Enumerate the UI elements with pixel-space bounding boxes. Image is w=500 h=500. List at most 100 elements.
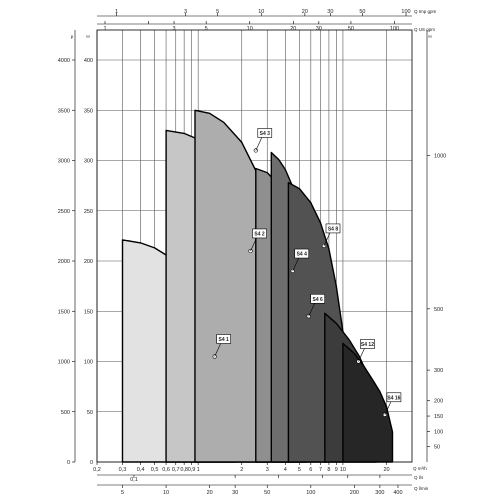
series-callout-dot	[306, 314, 311, 319]
y-m-tick-label: 0	[90, 460, 93, 466]
x-tick-label: 10	[340, 467, 346, 473]
y-ft-tick-label: 200	[434, 399, 443, 405]
y-m-tick-label: 350	[84, 108, 93, 114]
secondary-axis-tick-label: 30	[316, 26, 322, 32]
x-tick-label: 0,2	[93, 467, 101, 473]
y-kpa-tick-label: 500	[61, 410, 70, 416]
series-label-box	[216, 334, 231, 344]
y-m-tick-label: 100	[84, 360, 93, 366]
y-kpa-tick-label: 4000	[58, 58, 70, 64]
y-kpa-tick-label: 0	[67, 460, 70, 466]
series-callout-dot	[212, 354, 217, 359]
x-tick-label: 7	[319, 467, 322, 473]
x-tick-label: 0,9	[188, 467, 196, 473]
x-axis-unit: Q m³/h	[413, 466, 427, 471]
series-callout-leader	[250, 237, 257, 252]
x-tick-label: 0,7	[172, 467, 180, 473]
secondary-axis-tick-label: 5	[121, 490, 124, 496]
series-callout-leader	[308, 303, 315, 317]
series-label: S4 1	[219, 337, 230, 343]
secondary-axis-tick-label: 30	[232, 490, 238, 496]
y-ft-tick-label: 50	[434, 445, 440, 451]
y-kpa-tick-label: 3000	[58, 159, 70, 165]
y-ft-tick-label: 150	[434, 414, 443, 420]
secondary-axis-tick-label: 1	[115, 9, 118, 15]
secondary-axis-unit: Q US gpm	[414, 27, 435, 32]
secondary-axis-tick-label: 0,1	[130, 477, 138, 483]
x-tick-label: 4	[284, 467, 287, 473]
x-tick-label: 6	[309, 467, 312, 473]
series-areas	[121, 109, 394, 463]
plot-frame	[96, 29, 413, 463]
secondary-axis-tick-label: 50	[359, 9, 365, 15]
y-m-tick-label: 50	[87, 410, 93, 416]
x-tick-label: 0,3	[119, 467, 127, 473]
secondary-axis-tick-label: 100	[401, 9, 410, 15]
y-ft-tick-label: 300	[434, 368, 443, 374]
y-m-tick-label: 150	[84, 309, 93, 315]
secondary-axis-unit: Q l/s	[414, 475, 424, 480]
x-tick-label: 0,4	[137, 467, 145, 473]
x-tick-label: 3	[266, 467, 269, 473]
secondary-axis-tick-label: 400	[393, 490, 402, 496]
x-tick-label: 2	[240, 467, 243, 473]
series-callout-leader	[214, 343, 221, 357]
series-callout-leader	[323, 232, 331, 247]
series-label-box	[325, 223, 341, 234]
y-kpa-tick-label: 1500	[58, 309, 70, 315]
secondary-axis-tick-label: 20	[290, 26, 296, 32]
series-callout-leader	[292, 257, 300, 272]
secondary-axis-tick-label: 3	[184, 9, 187, 15]
series-label: S4 4	[297, 252, 308, 258]
x-tick-label: 0,5	[151, 467, 159, 473]
secondary-axis-tick-label: 100	[390, 26, 399, 32]
y-m-unit: H	[86, 34, 89, 39]
secondary-axis-tick-label: 10	[163, 490, 169, 496]
y-m-tick-label: 400	[84, 58, 93, 64]
series-label: S4 2	[254, 231, 265, 237]
y-kpa-unit: p	[71, 34, 74, 39]
y-ft-unit: H	[428, 34, 431, 39]
secondary-axis-unit: Q l/min	[414, 486, 429, 491]
series-label-box	[360, 339, 375, 349]
series-label-box	[386, 392, 402, 403]
y-kpa-tick-label: 2000	[58, 259, 70, 265]
secondary-axis-tick-label: 50	[264, 490, 270, 496]
secondary-axis-tick-label: 50	[348, 26, 354, 32]
secondary-axis-tick-label: 10	[258, 9, 264, 15]
secondary-axis-tick-label: 5	[216, 9, 219, 15]
x-tick-label: 5	[298, 467, 301, 473]
secondary-axis-tick-label: 1	[103, 26, 106, 32]
series-label-box	[257, 128, 273, 138]
series-area-8	[342, 342, 394, 463]
secondary-axis-unit: Q Imp gpm	[414, 9, 437, 14]
series-label-box	[294, 248, 310, 259]
series-label: S4 12	[361, 342, 374, 348]
series-label: S4 6	[313, 297, 324, 303]
y-ft-tick-label: 500	[434, 307, 443, 313]
x-tick-label: 20	[383, 467, 389, 473]
series-label-box	[310, 293, 325, 304]
y-m-tick-label: 200	[84, 259, 93, 265]
series-label: S4 3	[260, 131, 271, 137]
secondary-axis-tick-label: 3	[173, 26, 176, 32]
series-callout-leader	[358, 348, 365, 362]
x-tick-label: 1	[197, 467, 200, 473]
y-kpa-tick-label: 1000	[58, 360, 70, 366]
secondary-axis-tick-label: 20	[207, 490, 213, 496]
secondary-axis-tick-label: 30	[327, 9, 333, 15]
series-callout-leader	[384, 401, 392, 415]
y-ft-tick-label: 100	[434, 429, 443, 435]
series-label-box	[252, 228, 267, 239]
secondary-axis-tick-label: 100	[306, 490, 315, 496]
series-labels: S4 1 S4 2 S4 3 S4 4 S4 6 S4 8 S4 12 S4 16	[212, 128, 402, 417]
series-label: S4 16	[387, 395, 400, 401]
series-callout-leader	[255, 137, 263, 151]
series-label: S4 8	[328, 226, 339, 232]
y-m-tick-label: 300	[84, 159, 93, 165]
x-tick-label: 0,6	[162, 467, 170, 473]
secondary-axis-tick-label: 5	[205, 26, 208, 32]
x-tick-label: 9	[335, 467, 338, 473]
y-kpa-tick-label: 2500	[58, 209, 70, 215]
